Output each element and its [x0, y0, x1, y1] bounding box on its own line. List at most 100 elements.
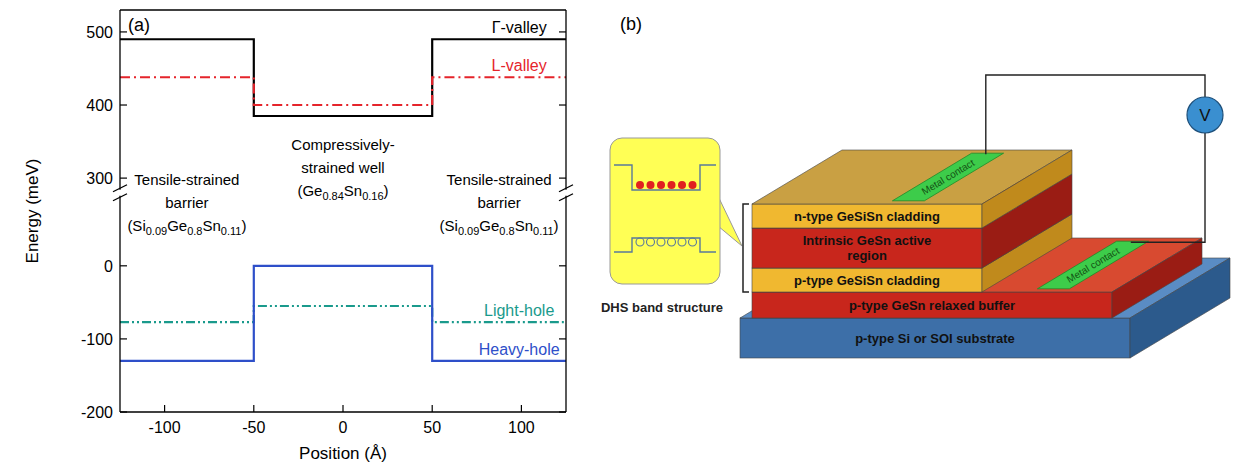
axis-break: [559, 185, 573, 192]
figure: Γ-valleyL-valley300400500(a)Energy (meV)…: [0, 0, 1248, 468]
series-label: Heavy-hole: [479, 341, 560, 358]
y-tick: [559, 31, 566, 32]
electron: [678, 181, 686, 189]
panel-a: Γ-valleyL-valley300400500(a)Energy (meV)…: [23, 10, 574, 463]
text-run: Sn: [202, 217, 220, 234]
y-tick: [120, 178, 127, 179]
y-tick: [120, 31, 127, 32]
text-run: Tensile-strained: [447, 171, 552, 188]
y-tick-label: 500: [86, 24, 113, 41]
subscript: 0.09: [458, 225, 479, 237]
subscript: 0.16: [362, 190, 383, 202]
panel-b: (b) DHS band structure n-type GeSiSn cladd…: [601, 14, 1230, 358]
text-run: Ge: [479, 217, 499, 234]
hole: [678, 238, 686, 246]
panel-label: (b): [620, 14, 642, 34]
series-line: [120, 39, 566, 116]
label-line: p-type GeSiSn cladding: [794, 273, 940, 288]
electron: [689, 181, 697, 189]
front-face: [752, 268, 982, 292]
text-run: Tensile-strained: [134, 171, 239, 188]
subscript: 0.84: [322, 190, 343, 202]
front-face: [752, 228, 982, 268]
layer-label: p-type GeSiSn cladding: [794, 273, 940, 288]
stack-bracket: [743, 204, 749, 292]
y-axis-title: Energy (meV): [23, 159, 42, 264]
valence-band: [614, 238, 716, 252]
contact-label: Metal contact: [920, 157, 977, 197]
axis-left: [119, 193, 120, 412]
hole: [636, 238, 644, 246]
y-tick-label: 300: [86, 170, 113, 187]
electron: [636, 181, 644, 189]
side-face: [982, 150, 1072, 228]
text-run: ): [384, 182, 389, 199]
front-face: [752, 292, 1112, 318]
annotation: Tensile-strained: [447, 171, 552, 188]
y-tick: [120, 338, 127, 339]
text-run: Compressively-: [291, 136, 394, 153]
axis-top: [120, 9, 566, 10]
subscript: 0.09: [146, 225, 167, 237]
subscript: 0.11: [533, 225, 554, 237]
axis-right: [565, 193, 566, 412]
annotation: Compressively-: [291, 136, 394, 153]
inset-pointer: [718, 196, 742, 246]
text-run: (Ge: [297, 182, 322, 199]
axis-break: [559, 194, 573, 201]
series-line: [120, 266, 566, 361]
metal-contact: [892, 153, 1003, 201]
annotation: barrier: [165, 194, 208, 211]
inset-box: [610, 138, 720, 284]
wire: [986, 75, 1205, 154]
hole: [657, 238, 665, 246]
electron: [647, 181, 655, 189]
x-tick: [164, 405, 165, 412]
voltmeter: [1187, 97, 1223, 133]
annotation: Tensile-strained: [134, 171, 239, 188]
x-axis-title: Position (Å): [299, 444, 387, 463]
y-tick: [120, 104, 127, 105]
front-face: [752, 204, 982, 228]
layer-label: p-type GeSn relaxed buffer: [849, 298, 1015, 313]
axis-break: [113, 185, 127, 192]
axis-left: [119, 10, 120, 193]
y-tick: [559, 178, 566, 179]
text-run: (Si: [127, 217, 145, 234]
plot-area: [120, 266, 566, 361]
axis-break: [113, 194, 127, 201]
electron: [657, 181, 665, 189]
text-run: barrier: [477, 194, 520, 211]
label-line: p-type GeSn relaxed buffer: [849, 298, 1015, 313]
contact-label: Metal contact: [1065, 245, 1122, 285]
annotation: barrier: [477, 194, 520, 211]
text-run: (Si: [440, 217, 458, 234]
x-tick-label: 50: [423, 419, 441, 436]
layer-label: n-type GeSiSn cladding: [794, 209, 940, 224]
electron: [668, 181, 676, 189]
y-tick: [559, 104, 566, 105]
text-run: barrier: [165, 194, 208, 211]
panel-label: (a): [128, 15, 150, 35]
annotation: (Si0.09Ge0.8Sn0.11): [440, 217, 559, 237]
series-label: L-valley: [492, 57, 547, 74]
text-run: Ge: [167, 217, 187, 234]
series-line: [120, 77, 566, 105]
y-tick: [559, 338, 566, 339]
x-tick: [342, 405, 343, 412]
layer-label: Intrinsic GeSn activeregion: [803, 233, 932, 263]
annotation: (Ge0.84Sn0.16): [297, 182, 388, 202]
x-tick: [253, 405, 254, 412]
metal-contact: [1037, 241, 1148, 289]
subscript: 0.8: [499, 225, 514, 237]
annotation: (Si0.09Ge0.8Sn0.11): [127, 217, 246, 237]
layer-label: p-type Si or SOI substrate: [855, 331, 1015, 346]
hole: [668, 238, 676, 246]
x-tick-label: 0: [339, 419, 348, 436]
inset-caption: DHS band structure: [601, 300, 723, 315]
text-run: strained well: [301, 159, 384, 176]
label-line: Intrinsic GeSn active: [803, 233, 932, 248]
n-cladding: [752, 150, 1072, 228]
label-line: n-type GeSiSn cladding: [794, 209, 940, 224]
y-tick: [559, 411, 566, 412]
